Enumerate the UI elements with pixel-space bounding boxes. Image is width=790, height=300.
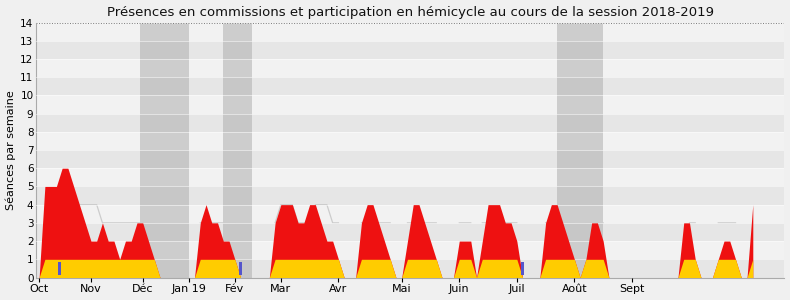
Bar bbox=[36, 223, 784, 241]
Bar bbox=[36, 259, 784, 278]
Bar bbox=[36, 259, 784, 278]
Bar bbox=[36, 77, 784, 95]
Bar bbox=[224, 22, 252, 278]
Bar bbox=[36, 186, 784, 205]
Bar bbox=[36, 132, 784, 150]
Bar bbox=[557, 22, 603, 278]
Bar bbox=[36, 114, 784, 132]
Bar bbox=[140, 22, 189, 278]
Bar bbox=[36, 41, 784, 59]
Bar bbox=[36, 22, 784, 41]
Bar bbox=[36, 22, 784, 41]
Bar bbox=[36, 59, 784, 77]
Title: Présences en commissions et participation en hémicycle au cours de la session 20: Présences en commissions et participatio… bbox=[107, 6, 714, 19]
Bar bbox=[36, 95, 784, 114]
Bar bbox=[36, 77, 784, 95]
Bar bbox=[58, 262, 61, 275]
Bar bbox=[36, 168, 784, 186]
Bar bbox=[36, 150, 784, 168]
Bar bbox=[36, 168, 784, 186]
Bar bbox=[36, 186, 784, 205]
Bar bbox=[36, 114, 784, 132]
Y-axis label: Séances par semaine: Séances par semaine bbox=[6, 90, 16, 210]
Bar bbox=[36, 59, 784, 77]
Bar bbox=[36, 241, 784, 259]
Bar bbox=[36, 132, 784, 150]
Bar bbox=[36, 205, 784, 223]
Bar bbox=[36, 205, 784, 223]
Bar bbox=[36, 223, 784, 241]
Bar bbox=[239, 262, 242, 275]
Bar bbox=[36, 41, 784, 59]
Bar bbox=[36, 241, 784, 259]
Bar bbox=[521, 262, 524, 275]
Bar bbox=[36, 95, 784, 114]
Bar bbox=[36, 150, 784, 168]
